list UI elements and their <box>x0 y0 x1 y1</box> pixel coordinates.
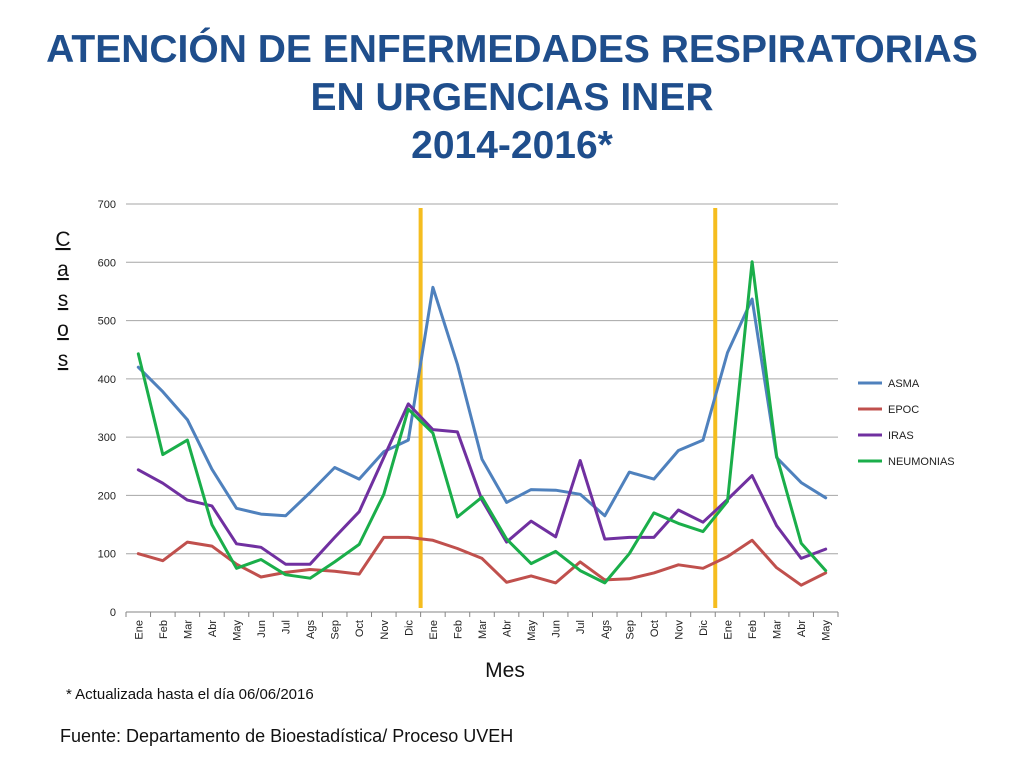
x-tick-label: Oct <box>649 620 661 637</box>
x-axis-label: Mes <box>485 659 525 682</box>
title-line-2: EN URGENCIAS INER <box>310 76 714 119</box>
x-tick-label: Feb <box>158 620 170 639</box>
x-tick-label: Abr <box>796 620 808 637</box>
x-tick-label: Dic <box>698 620 710 636</box>
x-tick-label: Ene <box>428 620 440 640</box>
x-tick-label: May <box>231 620 243 641</box>
x-tick-label: Mar <box>477 620 489 639</box>
x-tick-label: May <box>821 620 833 641</box>
y-tick-label: 400 <box>98 374 116 386</box>
y-tick-label: 0 <box>110 607 116 619</box>
legend-label: IRAS <box>888 430 914 442</box>
series-line-neumonias <box>136 260 828 585</box>
y-tick-label: 700 <box>98 199 116 211</box>
y-axis-label-letter: a <box>57 258 69 281</box>
y-axis-label-letter: o <box>57 318 69 341</box>
chart-title: ATENCIÓN DE ENFERMEDADES RESPIRATORIAS E… <box>0 26 1024 170</box>
x-tick-label: Jun <box>551 620 563 638</box>
x-tick-label: Abr <box>207 620 219 637</box>
x-tick-label: Sep <box>624 620 636 640</box>
y-tick-label: 100 <box>98 549 116 561</box>
y-axis-label-letter: s <box>58 288 69 311</box>
y-tick-label: 600 <box>98 257 116 269</box>
x-tick-label: Jul <box>281 620 293 634</box>
x-tick-label: Ags <box>305 620 317 639</box>
x-tick-label: Oct <box>354 620 366 637</box>
x-tick-label: Jul <box>575 620 587 634</box>
x-tick-label: Jun <box>256 620 268 638</box>
title-line-1: ATENCIÓN DE ENFERMEDADES RESPIRATORIAS <box>46 28 978 71</box>
series-line-iras <box>136 402 828 566</box>
x-tick-label: Ags <box>600 620 612 639</box>
x-tick-label: Abr <box>502 620 514 637</box>
x-tick-label: Ene <box>723 620 735 640</box>
footnote: * Actualizada hasta el día 06/06/2016 <box>66 686 314 703</box>
x-tick-label: Dic <box>403 620 415 636</box>
y-tick-label: 500 <box>98 316 116 328</box>
y-axis-label-letter: s <box>58 348 69 371</box>
x-tick-label: Mar <box>182 620 194 639</box>
legend-label: EPOC <box>888 404 919 416</box>
x-tick-label: May <box>526 620 538 641</box>
title-line-3: 2014-2016* <box>411 124 613 167</box>
y-tick-label: 200 <box>98 490 116 502</box>
x-tick-label: Sep <box>330 620 342 640</box>
y-axis-label-letter: C <box>55 228 70 251</box>
x-tick-label: Feb <box>452 620 464 639</box>
x-tick-label: Ene <box>133 620 145 640</box>
x-tick-label: Nov <box>673 620 685 640</box>
x-tick-label: Feb <box>747 620 759 639</box>
series-line-epoc <box>136 535 828 587</box>
x-tick-label: Mar <box>772 620 784 639</box>
y-tick-label: 300 <box>98 432 116 444</box>
legend-label: ASMA <box>888 378 920 390</box>
source-note: Fuente: Departamento de Bioestadística/ … <box>60 726 514 746</box>
legend-label: NEUMONIAS <box>888 456 955 468</box>
x-tick-label: Nov <box>379 620 391 640</box>
series-line-asma <box>136 285 828 518</box>
